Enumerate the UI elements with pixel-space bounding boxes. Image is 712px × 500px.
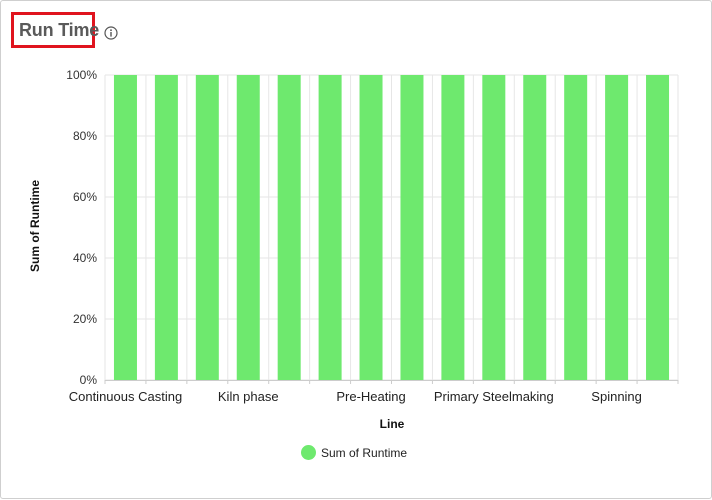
bar	[277, 75, 301, 380]
x-tick-label: Continuous Casting	[69, 389, 182, 404]
bar	[564, 75, 588, 380]
x-tick-label: Spinning	[591, 389, 642, 404]
y-axis-title: Sum of Runtime	[28, 180, 42, 272]
bar	[359, 75, 383, 380]
bar	[441, 75, 465, 380]
y-tick-label: 20%	[73, 312, 97, 326]
bar	[236, 75, 260, 380]
chart-title: Run Time	[19, 20, 100, 40]
bar	[113, 75, 137, 380]
bar	[482, 75, 506, 380]
x-tick-label: Pre-Heating	[336, 389, 405, 404]
y-tick-label: 80%	[73, 129, 97, 143]
y-tick-label: 100%	[66, 68, 97, 82]
bar	[400, 75, 424, 380]
x-tick-label: Kiln phase	[218, 389, 279, 404]
bar	[523, 75, 547, 380]
y-tick-label: 0%	[80, 373, 98, 387]
legend-swatch	[301, 445, 316, 460]
x-axis-title: Line	[379, 417, 405, 431]
y-tick-label: 40%	[73, 251, 97, 265]
title-highlight-box	[11, 12, 95, 48]
y-tick-label: 60%	[73, 190, 97, 204]
bar	[318, 75, 342, 380]
legend-label: Sum of Runtime	[321, 445, 408, 460]
bar	[154, 75, 178, 380]
legend[interactable]: Sum of Runtime	[301, 445, 407, 460]
bar	[646, 75, 670, 380]
info-icon[interactable]	[104, 26, 118, 40]
x-tick-label: Primary Steelmaking	[434, 389, 554, 404]
bar	[605, 75, 629, 380]
bar	[195, 75, 219, 380]
